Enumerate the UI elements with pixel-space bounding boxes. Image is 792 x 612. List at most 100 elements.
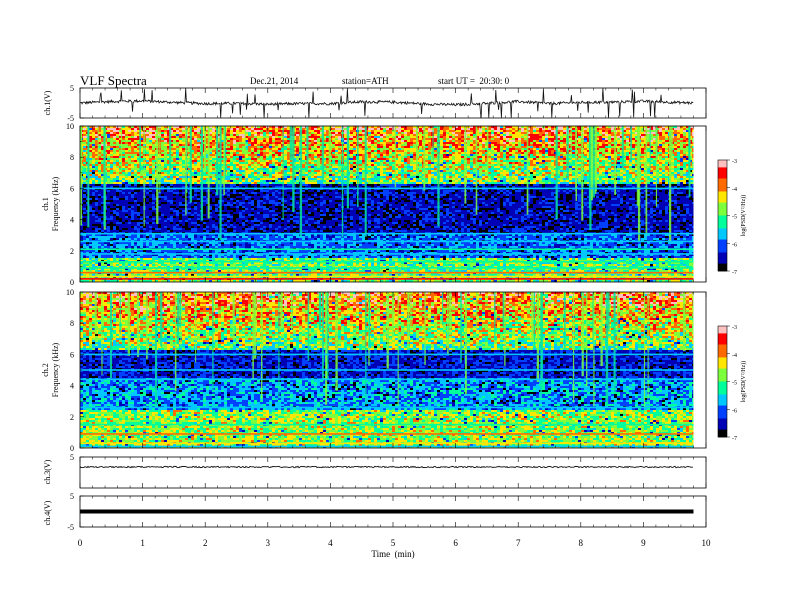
spectrogram-cell	[257, 134, 261, 137]
spectrogram-cell	[386, 152, 390, 155]
spectrogram-cell	[206, 148, 210, 151]
spectrogram-cell	[146, 136, 150, 139]
spectrogram-cell	[650, 142, 654, 145]
spectrogram-cell	[161, 160, 165, 163]
spectrogram-cell	[212, 128, 216, 131]
spectrogram-cell	[683, 158, 687, 161]
spectrogram-cell	[518, 144, 522, 147]
spectrogram-cell	[350, 160, 354, 163]
spectrogram-cell	[452, 172, 456, 175]
spectrogram-cell	[392, 142, 396, 145]
spectrogram-cell	[650, 146, 654, 149]
spectrogram-cell	[674, 150, 678, 153]
spectrogram-cell	[137, 154, 141, 157]
spectrogram-cell	[230, 132, 234, 135]
spectrogram-cell	[89, 154, 93, 157]
spectrogram-cell	[350, 166, 354, 169]
spectrogram-cell	[182, 156, 186, 159]
spectrogram-cell	[230, 166, 234, 169]
spectrogram-cell	[176, 172, 180, 175]
spectrogram-cell	[239, 164, 243, 167]
spectrogram-cell	[599, 152, 603, 155]
spectrogram-cell	[683, 132, 687, 135]
spectrogram-cell	[479, 152, 483, 155]
spectrogram-cell	[344, 160, 348, 163]
spectrogram-cell	[572, 154, 576, 157]
spectrogram-cell	[230, 130, 234, 133]
spectrogram-cell	[257, 164, 261, 167]
spectrogram-cell	[647, 144, 651, 147]
spectrogram-cell	[350, 158, 354, 161]
spectrogram-cell	[302, 138, 306, 141]
spectrogram-cell	[293, 164, 297, 167]
spectrogram-cell	[335, 166, 339, 169]
spectrogram-cell	[503, 150, 507, 153]
spectrogram-cell	[629, 162, 633, 165]
spectrogram-cell	[425, 170, 429, 173]
spectrogram-cell	[233, 140, 237, 143]
spectrogram-cell	[242, 172, 246, 175]
spectrogram-cell	[656, 160, 660, 163]
spectrogram-cell	[617, 134, 621, 137]
spectrogram-cell	[149, 152, 153, 155]
spectrogram-cell	[641, 162, 645, 165]
spectrogram-cell	[449, 150, 453, 153]
spectrogram-cell	[404, 162, 408, 165]
spectrogram-cell	[434, 166, 438, 169]
spectrogram-cell	[458, 134, 462, 137]
spectrogram-cell	[140, 158, 144, 161]
spectrogram-cell	[503, 132, 507, 135]
spectrogram-cell	[287, 158, 291, 161]
spectrogram-cell	[167, 154, 171, 157]
spectrogram-cell	[467, 136, 471, 139]
spectrogram-cell	[485, 170, 489, 173]
spectrogram-cell	[101, 150, 105, 153]
spectrogram-cell	[578, 134, 582, 137]
spectrogram-cell	[596, 154, 600, 157]
spectrogram-cell	[551, 146, 555, 149]
spectrogram-cell	[683, 170, 687, 173]
spectrogram-cell	[395, 132, 399, 135]
spectrogram-cell	[374, 126, 378, 129]
spectrogram-cell	[209, 148, 213, 151]
spectrogram-cell	[542, 160, 546, 163]
spectrogram-cell	[635, 132, 639, 135]
spectrogram-cell	[107, 146, 111, 149]
ch1-waveform-line	[80, 88, 694, 118]
spectrogram-cell	[632, 164, 636, 167]
spectrogram-cell	[602, 144, 606, 147]
spectrogram-cell	[482, 142, 486, 145]
spectrogram-cell	[452, 134, 456, 137]
spectrogram-cell	[602, 134, 606, 137]
spectrogram-cell	[470, 140, 474, 143]
spectrogram-cell	[248, 152, 252, 155]
spectrogram-cell	[683, 156, 687, 159]
spectrogram-cell	[101, 172, 105, 175]
spectrogram-cell	[275, 172, 279, 175]
spectrogram-cell	[419, 136, 423, 139]
spectrogram-cell	[251, 166, 255, 169]
spectrogram-cell	[683, 148, 687, 151]
spectrogram-cell	[680, 170, 684, 173]
spectrogram-cell	[524, 160, 528, 163]
spectrogram-cell	[212, 164, 216, 167]
spectrogram-cell	[476, 172, 480, 175]
spectrogram-cell	[326, 162, 330, 165]
spectrogram-cell	[110, 164, 114, 167]
spectrogram-cell	[362, 132, 366, 135]
spectrogram-cell	[326, 158, 330, 161]
spectrogram-cell	[374, 158, 378, 161]
spectrogram-cell	[137, 132, 141, 135]
spectrogram-cell	[251, 150, 255, 153]
spectrogram-cell	[308, 172, 312, 175]
spectrogram-cell	[227, 134, 231, 137]
spectrogram-cell	[170, 162, 174, 165]
spectrogram-cell	[266, 156, 270, 159]
spectrogram-cell	[506, 152, 510, 155]
spectrogram-cell	[539, 150, 543, 153]
spectrogram-cell	[380, 166, 384, 169]
spectrogram-cell	[557, 158, 561, 161]
spectrogram-cell	[527, 158, 531, 161]
spectrogram-cell	[530, 148, 534, 151]
